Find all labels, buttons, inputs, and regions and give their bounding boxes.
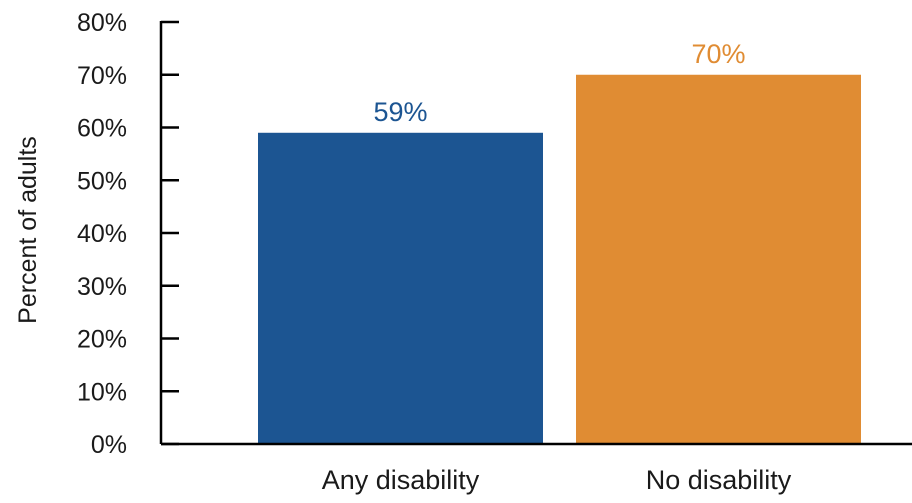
bar-data-label: 59% bbox=[373, 97, 427, 127]
y-tick-label: 60% bbox=[77, 115, 127, 143]
y-tick-label: 0% bbox=[91, 431, 127, 459]
y-tick-label: 30% bbox=[77, 273, 127, 301]
y-tick-label: 10% bbox=[77, 378, 127, 406]
bar bbox=[576, 74, 861, 444]
y-tick-label: 70% bbox=[77, 62, 127, 90]
x-category-label: No disability bbox=[646, 465, 792, 495]
y-axis: 0% 10% 20% 30% 40% 50% 60% 70% 80% bbox=[77, 9, 179, 459]
y-tick-label: 50% bbox=[77, 167, 127, 195]
bars-group: 59% 70% bbox=[258, 39, 861, 444]
y-tick-label: 40% bbox=[77, 220, 127, 248]
x-category-label: Any disability bbox=[322, 465, 480, 495]
bar bbox=[258, 132, 543, 444]
x-axis-labels: Any disability No disability bbox=[322, 465, 792, 495]
bar-data-label: 70% bbox=[691, 39, 745, 69]
y-axis-title: Percent of adults bbox=[14, 136, 42, 324]
y-tick-label: 80% bbox=[77, 9, 127, 37]
y-tick-label: 20% bbox=[77, 326, 127, 354]
